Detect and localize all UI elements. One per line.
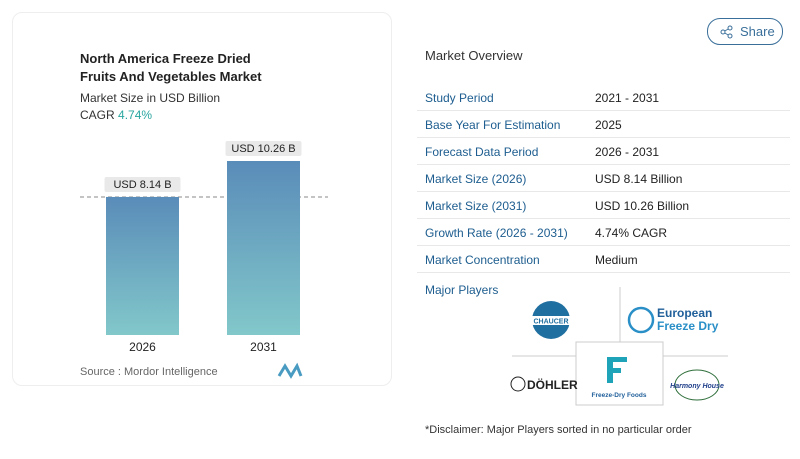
- bar: [227, 161, 300, 335]
- row-value: 4.74% CAGR: [595, 226, 668, 240]
- player-grid: [512, 287, 728, 406]
- chaucer-logo: CHAUCER: [530, 301, 572, 339]
- value-label-bg: [225, 141, 302, 156]
- overview-row: Forecast Data Period 2026 - 2031: [417, 138, 790, 165]
- row-label: Study Period: [425, 91, 494, 105]
- mordor-logo: [277, 362, 303, 379]
- efd-logo: European Freeze Dry: [627, 306, 719, 334]
- overview-row: Market Size (2031) USD 10.26 Billion: [417, 192, 790, 219]
- x-tick-label: 2031: [250, 340, 277, 354]
- harmony-logo: Harmony House: [670, 369, 724, 401]
- value-label: USD 10.26 B: [231, 143, 295, 155]
- overview-title: Market Overview: [425, 48, 523, 63]
- logo-text: DÖHLER: [527, 377, 578, 392]
- overview-row: Study Period 2021 - 2031: [417, 84, 790, 111]
- chart-title: North America Freeze Dried Fruits And Ve…: [80, 51, 262, 84]
- overview-row: Growth Rate (2026 - 2031) 4.74% CAGR: [417, 219, 790, 246]
- row-value: USD 10.26 Billion: [595, 199, 690, 213]
- value-label-bg: [104, 176, 181, 192]
- logo-text: Harmony House: [670, 383, 724, 390]
- bar: [106, 196, 179, 335]
- share-button[interactable]: Share: [707, 18, 783, 45]
- overview-row: Market Concentration Medium: [417, 246, 790, 273]
- row-value: 2026 - 2031: [595, 145, 660, 159]
- cagr-label: CAGR: [80, 108, 115, 122]
- overview-row: Market Size (2026) USD 8.14 Billion: [417, 165, 790, 192]
- row-label: Market Size (2026): [425, 172, 527, 186]
- row-value: 2021 - 2031: [595, 91, 660, 105]
- logo-text: Freeze-Dry Foods: [592, 392, 647, 399]
- share-label: Share: [740, 24, 775, 39]
- row-label: Market Size (2031): [425, 199, 527, 213]
- overview-row: Base Year For Estimation 2025: [417, 111, 790, 138]
- row-value: 2025: [595, 118, 622, 132]
- source: Source : Mordor Intelligence: [80, 366, 218, 378]
- logo-text: Freeze Dry: [657, 319, 719, 333]
- cagr-value: 4.74%: [118, 108, 153, 122]
- players-title: Major Players: [425, 283, 499, 297]
- fdf-logo: Freeze-Dry Foods: [592, 357, 647, 399]
- logo-text: CHAUCER: [534, 319, 569, 326]
- logo-text: European: [657, 306, 712, 320]
- share-icon: [720, 25, 733, 39]
- chart-subtitle: Market Size in USD Billion: [80, 91, 221, 105]
- chart-card: [12, 12, 392, 386]
- x-tick-label: 2026: [129, 340, 156, 354]
- row-label: Base Year For Estimation: [425, 118, 561, 132]
- row-label: Growth Rate (2026 - 2031): [425, 226, 568, 240]
- row-value: Medium: [595, 253, 638, 267]
- row-label: Forecast Data Period: [425, 145, 539, 159]
- disclaimer: *Disclaimer: Major Players sorted in no …: [425, 424, 692, 436]
- row-label: Market Concentration: [425, 253, 540, 267]
- dohler-logo: DÖHLER: [510, 376, 578, 392]
- cagr: CAGR 4.74%: [80, 108, 152, 122]
- row-value: USD 8.14 Billion: [595, 172, 683, 186]
- value-label: USD 8.14 B: [113, 179, 171, 191]
